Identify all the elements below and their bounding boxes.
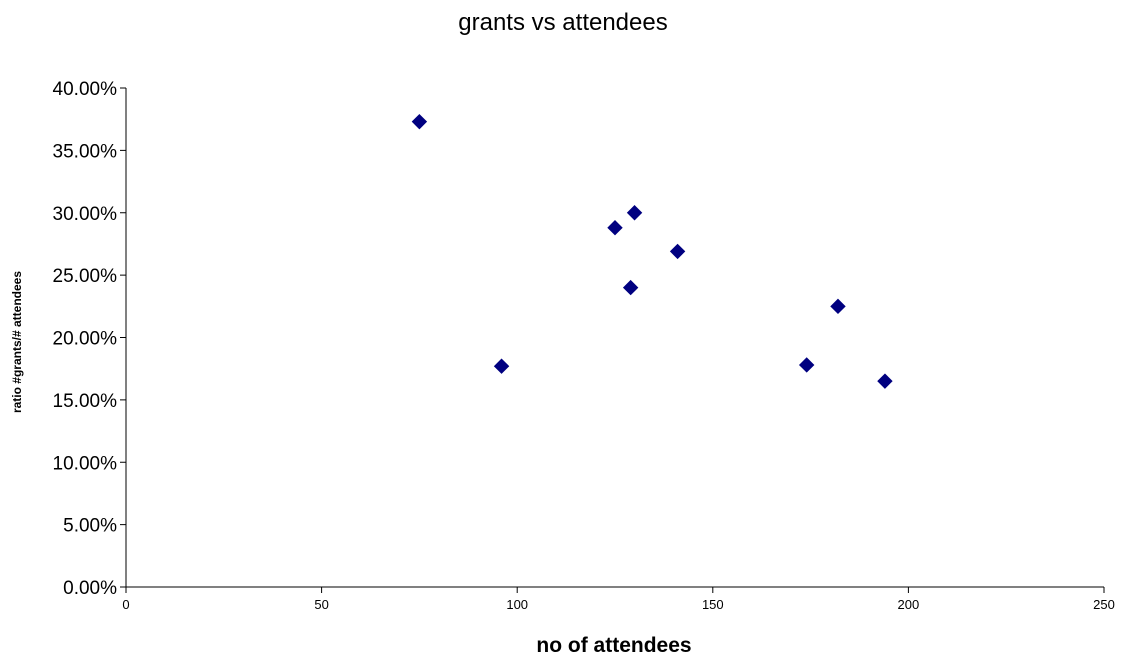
axes [125, 88, 1104, 588]
x-axis-label: no of attendees [536, 634, 691, 656]
y-tick-label: 30.00% [53, 204, 118, 225]
data-points [411, 113, 893, 389]
y-tick-label: 5.00% [63, 516, 117, 537]
y-tick-label: 25.00% [53, 266, 118, 287]
x-tick-label: 200 [898, 597, 920, 612]
data-point [798, 357, 815, 373]
y-tick-label: 20.00% [53, 329, 118, 350]
data-point [411, 113, 428, 130]
y-axis-label: ratio #grants/# attendees [10, 271, 24, 413]
y-tick-label: 0.00% [63, 578, 117, 599]
x-axis-ticks: 0 50 100 150 200 250 [122, 587, 1115, 612]
y-tick-label: 15.00% [53, 391, 118, 412]
data-point [626, 205, 643, 221]
y-tick-label: 40.00% [53, 79, 118, 100]
x-tick-label: 0 [122, 597, 129, 612]
chart-title: grants vs attendees [458, 9, 667, 36]
y-axis-ticks: 0.00% 5.00% 10.00% 15.00% 20.00% 25.00% 30.00%… [53, 79, 126, 599]
data-point [493, 358, 510, 374]
data-point [830, 298, 846, 315]
x-tick-label: 100 [506, 597, 528, 612]
y-tick-label: 10.00% [53, 453, 118, 474]
data-point [877, 373, 893, 389]
data-point [607, 220, 623, 236]
x-tick-label: 250 [1093, 597, 1115, 612]
x-tick-label: 150 [702, 597, 724, 612]
x-tick-label: 50 [314, 597, 328, 612]
y-tick-label: 35.00% [53, 141, 118, 162]
data-point [669, 243, 686, 260]
data-point [622, 279, 639, 296]
